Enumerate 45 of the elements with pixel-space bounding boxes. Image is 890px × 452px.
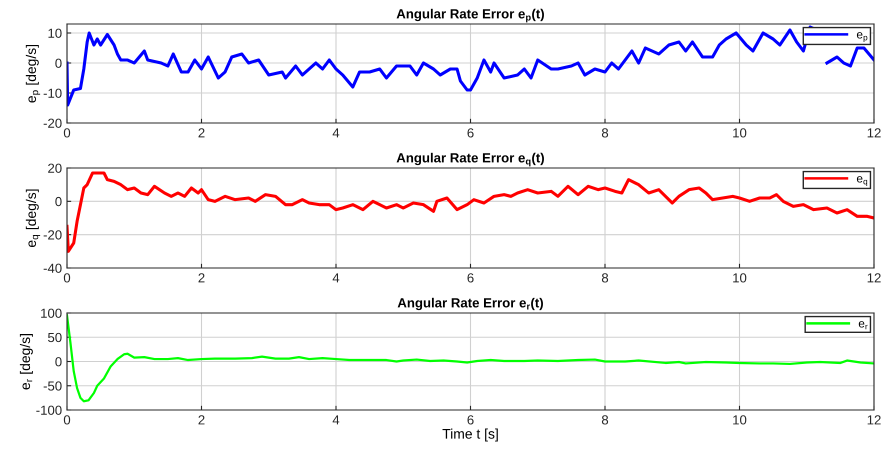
- y-tick-label: -40: [44, 264, 62, 273]
- x-tick-label: 12: [868, 415, 881, 424]
- y-tick-label: -10: [44, 88, 62, 98]
- y-tick-label: -100: [36, 406, 62, 415]
- y-tick-label: 10: [48, 28, 62, 38]
- x-tick-label: 8: [602, 128, 608, 138]
- chart-title: Angular Rate Error e$_{r}$(t): [398, 298, 543, 310]
- chart-title: Angular Rate Error e$_{p}$(t): [396, 8, 544, 22]
- x-tick-label: 12: [868, 273, 881, 282]
- x-tick-label: 4: [332, 415, 340, 424]
- y-tick-label: 0: [55, 196, 62, 206]
- x-tick-label: 4: [332, 273, 340, 282]
- x-tick-label: 2: [198, 273, 205, 282]
- y-axis-title: e$_{p}$ [deg/s]: [26, 44, 40, 103]
- y-axis-title: e$_{r}$ [deg/s]: [20, 334, 33, 390]
- x-tick-label: 10: [733, 415, 746, 425]
- y-tick-label: 0: [55, 357, 62, 366]
- x-tick-label: 10: [733, 273, 746, 283]
- x-tick-label: 6: [468, 128, 474, 138]
- x-tick-label: 0: [64, 273, 70, 283]
- x-tick-label: 12: [868, 128, 881, 138]
- y-tick-label: 100: [41, 308, 62, 318]
- x-tick-label: 8: [602, 415, 608, 425]
- y-tick-label: -50: [44, 381, 62, 391]
- y-tick-label: -20: [44, 230, 62, 240]
- line-series: [67, 171, 874, 253]
- x-tick-label: 2: [198, 415, 205, 424]
- y-tick-label: 0: [55, 58, 62, 68]
- x-tick-label: 8: [602, 273, 608, 283]
- x-tick-label: 2: [198, 128, 205, 138]
- x-tick-label: 10: [733, 128, 746, 138]
- legend-label: e$_{q}$: [856, 176, 868, 186]
- y-axis-title: e$_{q}$ [deg/s]: [26, 189, 40, 248]
- chart-title: Angular Rate Error e$_{q}$(t): [396, 152, 544, 166]
- x-tick-label: 6: [468, 415, 474, 425]
- x-tick-label: 0: [64, 415, 70, 425]
- y-tick-label: -20: [44, 118, 62, 128]
- legend-label: e$_{r}$: [858, 321, 868, 330]
- y-tick-label: 20: [48, 164, 62, 173]
- legend-label: e$_{p}$: [856, 32, 868, 42]
- x-tick-label: 6: [468, 273, 474, 283]
- x-tick-label: 0: [64, 128, 70, 138]
- x-tick-label: 4: [332, 128, 340, 138]
- y-tick-label: 50: [48, 332, 62, 342]
- x-axis-title: Time t [s]: [442, 428, 498, 442]
